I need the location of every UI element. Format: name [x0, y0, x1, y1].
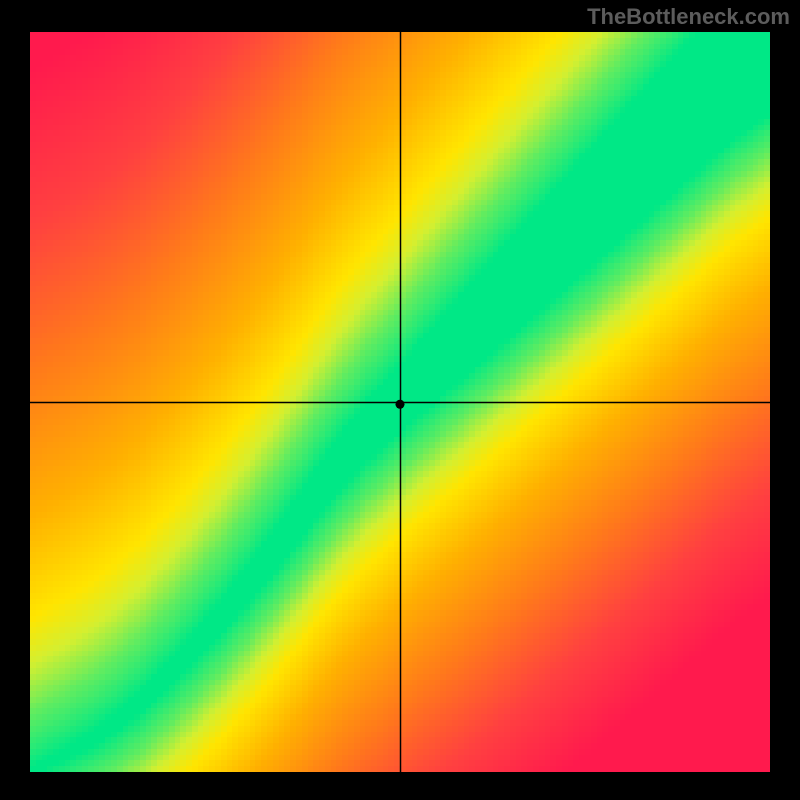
bottleneck-heatmap	[30, 32, 770, 772]
heatmap-canvas	[30, 32, 770, 772]
chart-container: TheBottleneck.com	[0, 0, 800, 800]
watermark-text: TheBottleneck.com	[587, 4, 790, 30]
